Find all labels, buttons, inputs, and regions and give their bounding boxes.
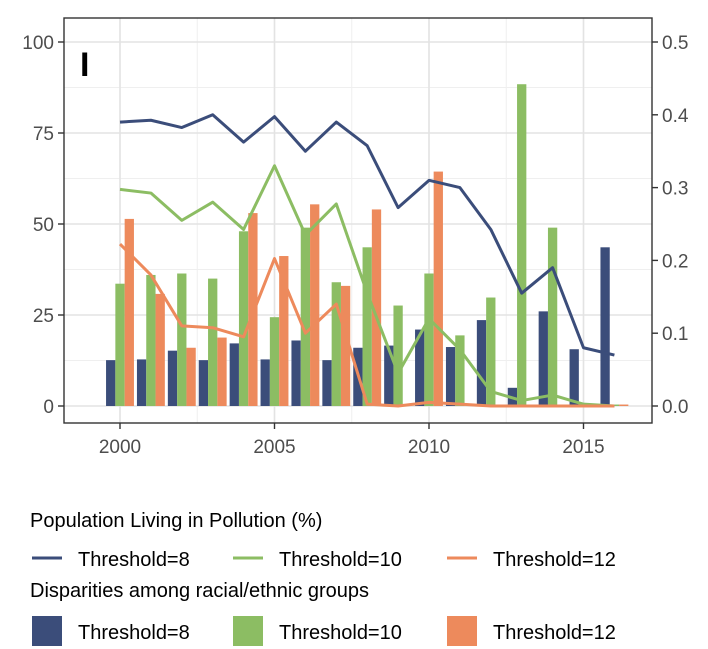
bar-t8-2000	[106, 360, 116, 406]
legend-bar-label-t10: Threshold=10	[279, 622, 402, 644]
bar-t12-2005	[279, 256, 289, 406]
y-right-tick-label: 0.4	[662, 106, 689, 127]
bar-t8-2002	[167, 350, 178, 406]
bar-t8-2004	[229, 343, 239, 406]
bar-t8-2010	[415, 329, 425, 406]
bar-t8-2016	[600, 247, 610, 406]
bar-t12-2008	[371, 209, 382, 406]
legend: Population Living in Pollution (%) Thres…	[30, 510, 616, 646]
line-t10	[119, 164, 615, 408]
bar-t10-2004	[238, 231, 249, 406]
bar-t10-2001	[146, 274, 156, 406]
y-right-tick-label: 0.1	[662, 324, 688, 345]
legend-bar-key-t12	[447, 616, 477, 646]
bar-t8-2007	[322, 360, 332, 406]
bar-t12-2006	[310, 204, 320, 406]
bar-t10-2009	[393, 305, 403, 406]
panel-border	[63, 17, 653, 424]
bar-t8-2001	[136, 359, 147, 406]
bar-t8-2009	[384, 345, 394, 406]
legend-bar-label-t12: Threshold=12	[493, 622, 616, 644]
legend-line-label-t10: Threshold=10	[279, 549, 402, 571]
bar-t10-2006	[300, 227, 311, 406]
bar-t8-2011	[445, 347, 456, 406]
y-left-tick-label: 25	[33, 306, 54, 327]
bar-t10-2005	[269, 317, 280, 406]
bar-t12-2002	[186, 347, 196, 406]
bar-t10-2003	[208, 278, 218, 406]
x-tick-label: 2015	[562, 437, 604, 458]
bar-t8-2014	[538, 311, 548, 406]
bar-t12-2016	[619, 404, 629, 406]
x-tick-label: 2000	[99, 437, 141, 458]
legend-bar-title: Disparities among racial/ethnic groups	[30, 580, 369, 602]
line-t12	[118, 242, 615, 408]
panel-label: I	[80, 46, 89, 84]
bar-t8-2006	[291, 340, 301, 406]
x-tick-label: 2010	[408, 437, 450, 458]
bar-t10-2011	[455, 335, 465, 406]
bar-t10-2000	[115, 283, 125, 406]
y-left-tick-label: 50	[33, 215, 54, 236]
lines	[118, 113, 615, 408]
y-axis-left: 0 25 50 75 100	[22, 33, 64, 418]
y-left-tick-label: 100	[22, 33, 54, 54]
y-right-tick-label: 0.5	[662, 33, 688, 54]
y-axis-right: 0.0 0.1 0.2 0.3 0.4 0.5	[652, 33, 689, 418]
legend-bar-label-t8: Threshold=8	[78, 622, 190, 644]
x-axis: 2000 2005 2010 2015	[99, 423, 605, 458]
bar-t12-2007	[340, 285, 351, 406]
bar-t10-2010	[424, 273, 434, 406]
y-right-tick-label: 0.2	[662, 251, 688, 272]
bar-t10-2012	[486, 297, 496, 406]
bar-t8-2012	[476, 320, 487, 406]
legend-line-label-t8: Threshold=8	[78, 549, 190, 571]
bar-t12-2001	[155, 293, 165, 406]
y-right-tick-label: 0.0	[662, 397, 688, 418]
legend-bar-key-t10	[233, 616, 263, 646]
bar-t10-2014	[547, 227, 558, 406]
bar-t10-2002	[177, 273, 187, 406]
legend-line-label-t12: Threshold=12	[493, 549, 616, 571]
bar-t10-2013	[517, 84, 527, 406]
bar-t10-2007	[331, 282, 341, 406]
y-right-tick-label: 0.3	[662, 179, 688, 200]
bar-t12-2000	[124, 218, 134, 406]
bar-t8-2015	[569, 349, 579, 406]
bar-t8-2003	[198, 360, 209, 406]
bar-t10-2008	[362, 247, 372, 406]
legend-bar-key-t8	[32, 616, 62, 646]
line-t8	[119, 113, 615, 357]
x-tick-label: 2005	[253, 437, 295, 458]
bar-t8-2005	[260, 359, 270, 406]
y-left-tick-label: 75	[33, 124, 54, 145]
y-left-tick-label: 0	[43, 397, 54, 418]
bar-t12-2003	[217, 337, 227, 406]
bar-t12-2010	[433, 171, 443, 406]
legend-line-title: Population Living in Pollution (%)	[30, 510, 322, 532]
